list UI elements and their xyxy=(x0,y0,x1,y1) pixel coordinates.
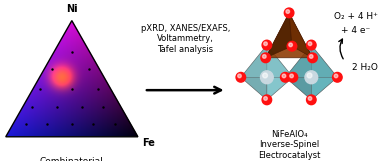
Polygon shape xyxy=(285,45,311,100)
Text: NiFeAlO₄
Inverse-Spinel
Electrocatalyst: NiFeAlO₄ Inverse-Spinel Electrocatalyst xyxy=(258,130,320,160)
Circle shape xyxy=(287,41,297,51)
Circle shape xyxy=(289,43,293,47)
Circle shape xyxy=(290,74,293,78)
Circle shape xyxy=(305,71,318,84)
Circle shape xyxy=(333,72,342,82)
Circle shape xyxy=(307,95,316,105)
Text: Combinatorial
Screening: Combinatorial Screening xyxy=(40,157,104,161)
Circle shape xyxy=(264,42,267,46)
Text: Ni: Ni xyxy=(66,4,77,14)
Text: pXRD, XANES/EXAFS,
Voltammetry,
Tafel analysis: pXRD, XANES/EXAFS, Voltammetry, Tafel an… xyxy=(141,24,230,54)
Text: 2 H₂O: 2 H₂O xyxy=(352,63,378,72)
Circle shape xyxy=(264,97,267,100)
Polygon shape xyxy=(266,13,313,58)
Circle shape xyxy=(309,55,313,58)
Circle shape xyxy=(284,8,294,18)
FancyArrowPatch shape xyxy=(339,39,343,59)
Circle shape xyxy=(308,42,312,46)
Polygon shape xyxy=(241,77,293,100)
Polygon shape xyxy=(311,45,337,100)
Circle shape xyxy=(282,74,286,78)
Circle shape xyxy=(308,97,312,100)
Circle shape xyxy=(307,73,312,78)
Circle shape xyxy=(262,95,272,105)
Polygon shape xyxy=(241,45,293,77)
Polygon shape xyxy=(285,77,337,100)
Text: + 4 e⁻: + 4 e⁻ xyxy=(341,26,370,35)
Polygon shape xyxy=(267,45,293,100)
Circle shape xyxy=(286,10,290,13)
Text: Fe: Fe xyxy=(142,138,155,148)
Text: O₂ + 4 H⁺: O₂ + 4 H⁺ xyxy=(334,12,378,21)
Circle shape xyxy=(308,53,317,63)
Polygon shape xyxy=(285,45,337,77)
Circle shape xyxy=(262,40,272,50)
Circle shape xyxy=(288,72,297,82)
Circle shape xyxy=(334,74,338,78)
Circle shape xyxy=(261,53,270,63)
Text: Al: Al xyxy=(0,138,2,148)
Circle shape xyxy=(263,73,268,78)
Polygon shape xyxy=(289,13,313,58)
Circle shape xyxy=(307,40,316,50)
Circle shape xyxy=(238,74,241,78)
Circle shape xyxy=(260,71,273,84)
Polygon shape xyxy=(241,45,267,100)
Circle shape xyxy=(236,72,246,82)
Polygon shape xyxy=(266,13,292,58)
Circle shape xyxy=(280,72,290,82)
Circle shape xyxy=(262,55,266,58)
